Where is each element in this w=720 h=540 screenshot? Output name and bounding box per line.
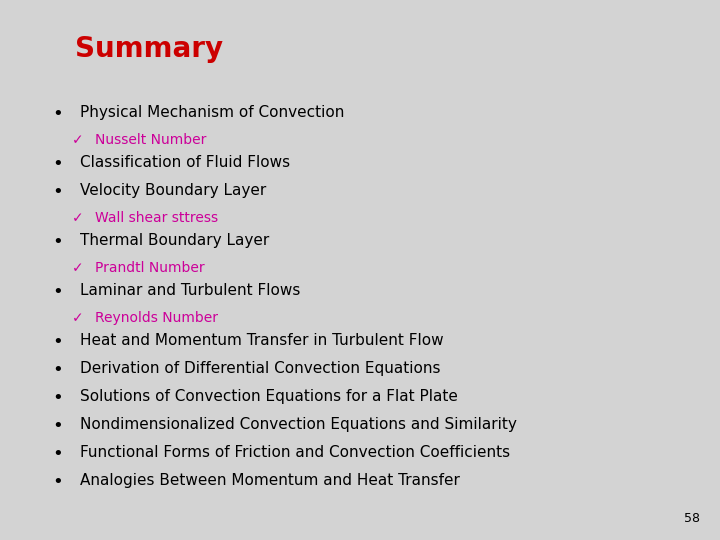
Text: Analogies Between Momentum and Heat Transfer: Analogies Between Momentum and Heat Tran… — [80, 473, 460, 488]
Text: •: • — [52, 283, 63, 301]
Text: ✓: ✓ — [72, 211, 84, 225]
Text: •: • — [52, 155, 63, 173]
Text: Prandtl Number: Prandtl Number — [95, 261, 204, 275]
Text: Reynolds Number: Reynolds Number — [95, 311, 218, 325]
Text: Nondimensionalized Convection Equations and Similarity: Nondimensionalized Convection Equations … — [80, 417, 517, 432]
Text: •: • — [52, 389, 63, 407]
Text: Nusselt Number: Nusselt Number — [95, 133, 207, 147]
Text: 58: 58 — [684, 512, 700, 525]
Text: •: • — [52, 417, 63, 435]
Text: Physical Mechanism of Convection: Physical Mechanism of Convection — [80, 105, 344, 120]
Text: •: • — [52, 445, 63, 463]
Text: •: • — [52, 183, 63, 201]
Text: Derivation of Differential Convection Equations: Derivation of Differential Convection Eq… — [80, 361, 441, 376]
Text: Laminar and Turbulent Flows: Laminar and Turbulent Flows — [80, 283, 300, 298]
Text: Thermal Boundary Layer: Thermal Boundary Layer — [80, 233, 269, 248]
Text: Velocity Boundary Layer: Velocity Boundary Layer — [80, 183, 266, 198]
Text: Solutions of Convection Equations for a Flat Plate: Solutions of Convection Equations for a … — [80, 389, 458, 404]
Text: ✓: ✓ — [72, 261, 84, 275]
Text: •: • — [52, 333, 63, 351]
Text: Summary: Summary — [75, 35, 223, 63]
Text: Wall shear sttress: Wall shear sttress — [95, 211, 218, 225]
Text: Classification of Fluid Flows: Classification of Fluid Flows — [80, 155, 290, 170]
Text: ✓: ✓ — [72, 311, 84, 325]
Text: •: • — [52, 361, 63, 379]
Text: •: • — [52, 473, 63, 491]
Text: Heat and Momentum Transfer in Turbulent Flow: Heat and Momentum Transfer in Turbulent … — [80, 333, 444, 348]
Text: Functional Forms of Friction and Convection Coefficients: Functional Forms of Friction and Convect… — [80, 445, 510, 460]
Text: •: • — [52, 105, 63, 123]
Text: ✓: ✓ — [72, 133, 84, 147]
Text: •: • — [52, 233, 63, 251]
